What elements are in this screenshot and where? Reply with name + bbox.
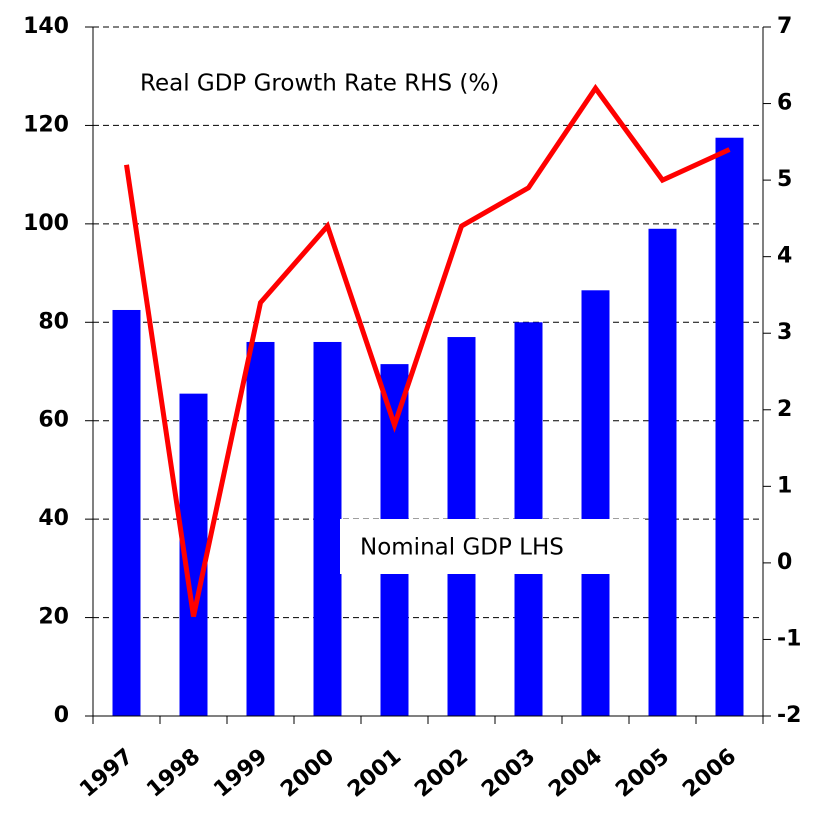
bar: [246, 341, 275, 716]
y-tick-label: 60: [38, 408, 69, 433]
y2-tick-label: -1: [777, 626, 801, 651]
x-tick-label: 2004: [544, 744, 607, 803]
x-tick-label: 2002: [410, 744, 473, 803]
y-tick-label: 100: [23, 211, 69, 236]
y-tick-label: 40: [38, 506, 69, 531]
y-tick-label: 0: [54, 703, 69, 728]
legend-label: Nominal GDP LHS: [360, 535, 564, 561]
y2-tick-label: 5: [777, 167, 792, 192]
y2-tick-label: 2: [777, 397, 792, 422]
bar: [715, 137, 744, 716]
bar: [313, 341, 342, 716]
legend-label: Real GDP Growth Rate RHS (%): [140, 71, 499, 97]
bar: [112, 309, 141, 716]
y-tick-label: 140: [23, 14, 69, 39]
y2-tick-label: -2: [777, 703, 801, 728]
x-tick-label: 2000: [276, 744, 339, 803]
x-tick-label: 2005: [611, 744, 674, 803]
y-tick-label: 80: [38, 309, 69, 334]
x-tick-label: 1999: [209, 744, 272, 803]
x-tick-label: 1997: [75, 744, 138, 803]
legend-box: [340, 519, 645, 574]
y2-tick-label: 0: [777, 550, 792, 575]
x-tick-label: 2001: [343, 744, 406, 803]
x-tick-label: 2006: [678, 744, 741, 803]
y-tick-label: 20: [38, 605, 69, 630]
y2-tick-label: 1: [777, 473, 792, 498]
bar: [581, 290, 610, 716]
x-tick-label: 2003: [477, 744, 540, 803]
y-tick-label: 120: [23, 112, 69, 137]
line: [124, 83, 731, 617]
y2-tick-label: 4: [777, 244, 792, 269]
y2-tick-label: 6: [777, 91, 792, 116]
x-tick-label: 1998: [142, 744, 205, 803]
y2-tick-label: 3: [777, 320, 792, 345]
bar: [648, 228, 677, 716]
y2-tick-label: 7: [777, 14, 792, 39]
